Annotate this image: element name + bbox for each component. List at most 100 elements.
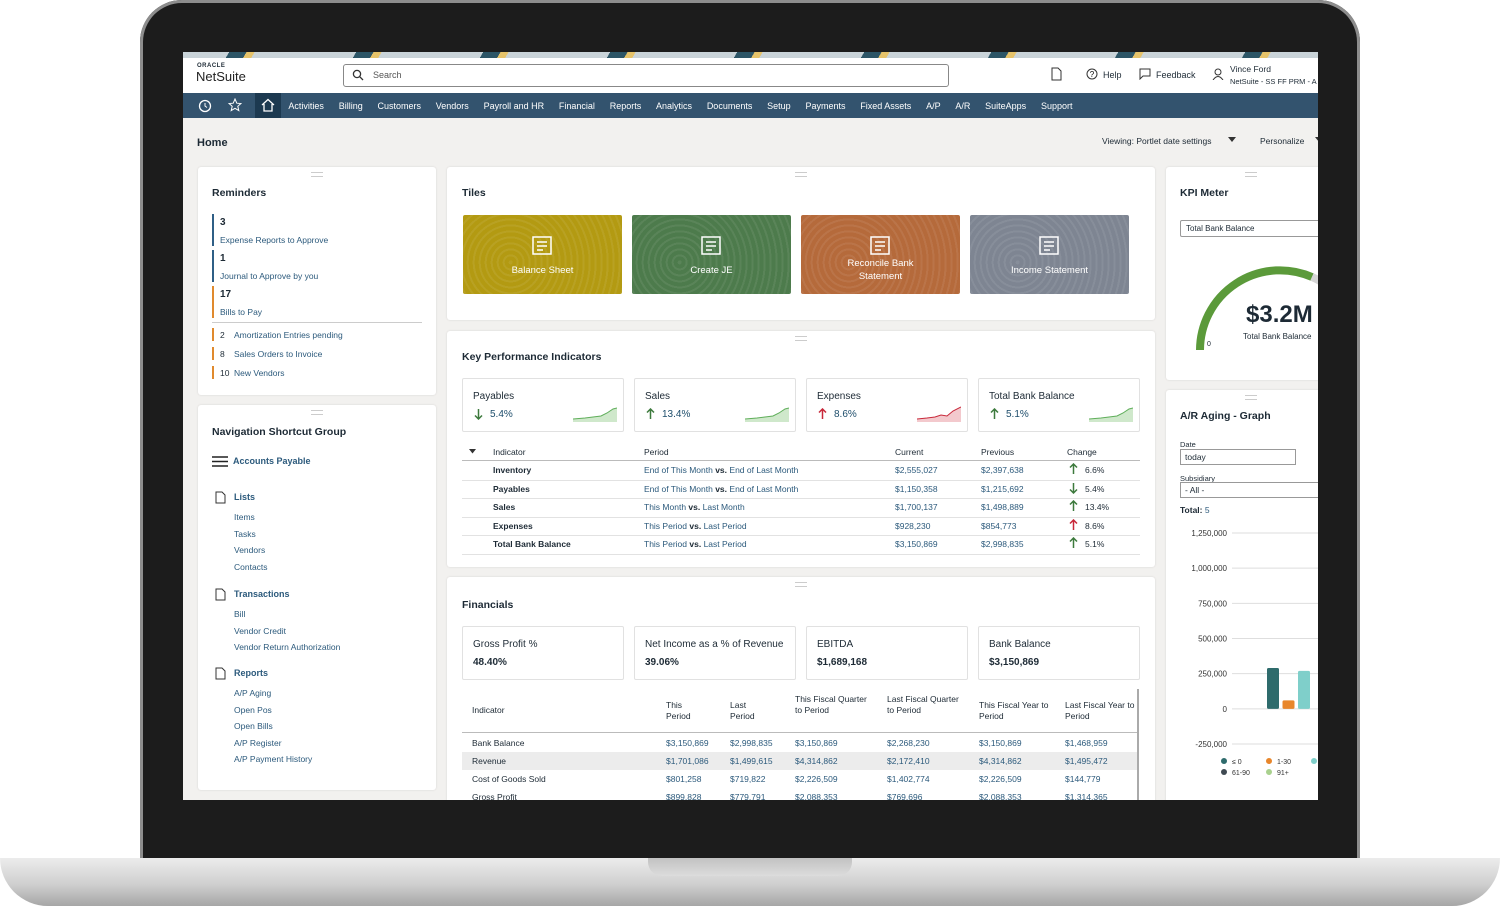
shortcut-link[interactable]: Open Pos <box>234 704 272 715</box>
period-b[interactable]: Last Month <box>702 502 745 512</box>
period-a[interactable]: End of This Month <box>644 483 713 494</box>
nav-item[interactable]: Documents <box>706 100 753 111</box>
nav-item[interactable]: Activities <box>288 100 324 111</box>
reminder-label[interactable]: Expense Reports to Approve <box>220 235 329 245</box>
amount[interactable]: $1,402,774 <box>887 774 930 784</box>
amount[interactable]: $4,314,862 <box>795 756 838 766</box>
reminder-label[interactable]: New Vendors <box>234 368 285 378</box>
shortcut-link[interactable]: Vendor Return Authorization <box>234 642 341 652</box>
period-b[interactable]: End of Last Month <box>729 465 799 475</box>
amount[interactable]: $2,088,353 <box>979 792 1022 800</box>
amount[interactable]: $2,088,353 <box>795 792 838 800</box>
amount[interactable]: $2,268,230 <box>887 738 930 748</box>
nav-item[interactable]: Vendors <box>435 100 469 111</box>
amount[interactable]: $1,701,086 <box>666 756 709 766</box>
amount[interactable]: $144,779 <box>1065 774 1101 784</box>
amount[interactable]: $2,998,835 <box>730 738 773 748</box>
amount[interactable]: $3,150,869 <box>795 738 838 748</box>
feedback[interactable]: Feedback <box>1156 70 1196 80</box>
total-value[interactable]: 5 <box>1204 505 1210 515</box>
nav-item[interactable]: SuiteApps <box>985 100 1027 111</box>
shortcut-link[interactable]: A/P Aging <box>234 688 272 698</box>
shortcut-link[interactable]: Vendors <box>234 545 266 555</box>
amount[interactable]: $1,499,615 <box>730 756 773 766</box>
shortcut-link[interactable]: Vendor Credit <box>234 625 286 636</box>
nav-item[interactable]: Analytics <box>656 100 693 111</box>
nav-item[interactable]: Fixed Assets <box>860 100 912 111</box>
tile[interactable]: Reconcile Bank Statement <box>801 215 960 294</box>
shortcut-link[interactable]: A/P Payment History <box>234 754 313 764</box>
nav-item[interactable]: Setup <box>767 100 791 111</box>
nav-item[interactable]: Payroll and HR <box>483 100 545 111</box>
amount[interactable]: $769,696 <box>887 792 923 800</box>
personalize[interactable]: Personalize <box>1260 136 1305 146</box>
period-b[interactable]: Last Period <box>703 539 747 549</box>
nav-item[interactable]: Payments <box>805 100 846 111</box>
shortcut-top[interactable]: Accounts Payable <box>233 456 311 466</box>
tile[interactable]: Create JE <box>632 215 791 294</box>
tile-label[interactable]: Balance Sheet <box>511 265 574 276</box>
nav-item[interactable]: Reports <box>609 100 642 111</box>
reminder-label[interactable]: Amortization Entries pending <box>234 330 343 340</box>
amount[interactable]: $1,495,472 <box>1065 756 1108 766</box>
date-input[interactable]: today <box>1180 449 1296 465</box>
tile-label[interactable]: Reconcile Bank Statement <box>847 258 914 282</box>
group-name[interactable]: Transactions <box>234 589 290 599</box>
subsidiary-select[interactable]: - All - <box>1180 482 1318 498</box>
shortcut-link[interactable]: Open Bills <box>234 721 273 731</box>
current[interactable]: $2,555,027 <box>895 465 938 475</box>
amount[interactable]: $2,172,410 <box>887 756 930 766</box>
amount[interactable]: $719,822 <box>730 774 766 784</box>
nav-item[interactable]: Financial <box>558 100 595 111</box>
previous[interactable]: $2,998,835 <box>981 539 1024 549</box>
help[interactable]: Help <box>1103 70 1122 80</box>
shortcut-link[interactable]: A/P Register <box>234 737 282 748</box>
period-a[interactable]: This Month <box>644 502 687 512</box>
reminder-count[interactable]: 17 <box>220 289 232 300</box>
amount[interactable]: $1,314,365 <box>1065 792 1108 800</box>
tile[interactable]: Income Statement <box>970 215 1129 294</box>
amount[interactable]: $2,226,509 <box>979 774 1022 784</box>
amount[interactable]: $3,150,869 <box>979 738 1022 748</box>
previous[interactable]: $854,773 <box>981 520 1017 531</box>
reminder-label[interactable]: Journal to Approve by you <box>220 271 319 281</box>
reminder-count[interactable]: 8 <box>220 349 225 359</box>
previous[interactable]: $2,397,638 <box>981 465 1024 475</box>
period-a[interactable]: End of This Month <box>644 465 713 475</box>
amount[interactable]: $3,150,869 <box>666 738 709 748</box>
current[interactable]: $1,700,137 <box>895 502 938 512</box>
search-box[interactable]: Search <box>343 64 949 87</box>
user-name[interactable]: Vince Ford <box>1230 64 1271 74</box>
group-name[interactable]: Lists <box>234 492 256 502</box>
amount[interactable]: $801,258 <box>666 774 702 784</box>
period-b[interactable]: End of Last Month <box>729 483 799 494</box>
reminder-label[interactable]: Bills to Pay <box>220 307 263 317</box>
amount[interactable]: $4,314,862 <box>979 756 1022 766</box>
meter-select[interactable]: Total Bank Balance <box>1180 220 1318 237</box>
current[interactable]: $928,230 <box>895 520 931 531</box>
reminder-label[interactable]: Sales Orders to Invoice <box>234 349 323 359</box>
nav-item[interactable]: Support <box>1040 100 1073 111</box>
nav-item[interactable]: A/R <box>955 100 971 111</box>
reminder-count[interactable]: 1 <box>220 253 226 264</box>
amount[interactable]: $779,791 <box>730 792 766 800</box>
nav-item[interactable]: Billing <box>338 100 363 111</box>
viewing[interactable]: Viewing: Portlet date settings <box>1102 136 1212 146</box>
amount[interactable]: $2,226,509 <box>795 774 838 784</box>
tile-label[interactable]: Income Statement <box>1010 265 1089 276</box>
shortcut-link[interactable]: Contacts <box>234 561 268 572</box>
tile-label[interactable]: Create JE <box>690 265 733 276</box>
shortcut-link[interactable]: Bill <box>234 609 246 619</box>
previous[interactable]: $1,215,692 <box>981 483 1024 494</box>
nav-item[interactable]: A/P <box>926 100 941 111</box>
period-b[interactable]: Last Period <box>703 520 747 531</box>
shortcut-link[interactable]: Tasks <box>234 528 256 539</box>
shortcut-link[interactable]: Items <box>234 512 255 522</box>
group-name[interactable]: Reports <box>234 668 269 678</box>
reminder-count[interactable]: 10 <box>220 368 230 378</box>
previous[interactable]: $1,498,889 <box>981 502 1024 512</box>
period-a[interactable]: This Period <box>644 539 687 549</box>
tile[interactable]: Balance Sheet <box>463 215 622 294</box>
home-button[interactable] <box>255 93 281 118</box>
amount[interactable]: $899,828 <box>666 792 702 800</box>
